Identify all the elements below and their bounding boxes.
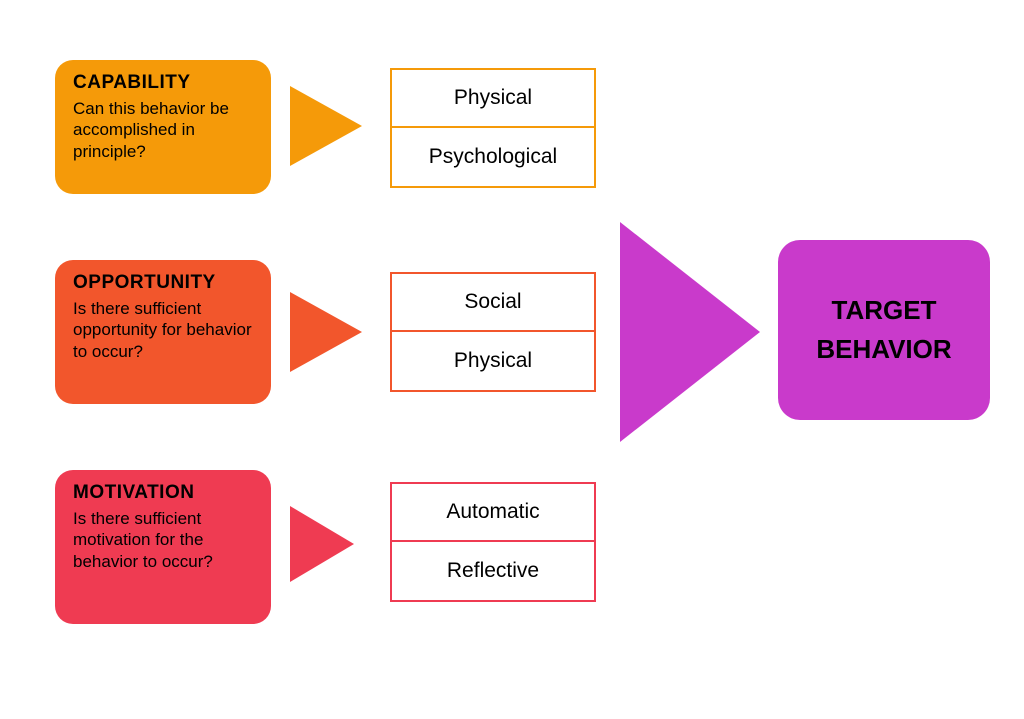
factor-arrow-opportunity <box>290 292 362 372</box>
sub-cell: Reflective <box>390 542 596 602</box>
arrow-icon <box>620 222 760 442</box>
sub-cell: Automatic <box>390 482 596 542</box>
arrow-icon <box>290 86 362 166</box>
big-arrow <box>620 222 760 442</box>
sub-cell: Physical <box>390 68 596 128</box>
factor-title: MOTIVATION <box>73 482 255 504</box>
target-behavior-card: TARGET BEHAVIOR <box>778 240 990 420</box>
target-label-line2: BEHAVIOR <box>816 334 951 365</box>
target-label-line1: TARGET <box>816 295 951 326</box>
factor-description: Is there sufficient motivation for the b… <box>73 508 255 572</box>
sub-cell: Social <box>390 272 596 332</box>
factor-arrow-capability <box>290 86 362 166</box>
sub-cell: Physical <box>390 332 596 392</box>
sub-box-motivation: Automatic Reflective <box>390 482 596 602</box>
diagram-canvas: CAPABILITY Can this behavior be accompli… <box>0 0 1024 719</box>
factor-card-motivation: MOTIVATION Is there sufficient motivatio… <box>55 470 271 624</box>
factor-description: Can this behavior be accomplished in pri… <box>73 98 255 162</box>
factor-card-capability: CAPABILITY Can this behavior be accompli… <box>55 60 271 194</box>
factor-card-opportunity: OPPORTUNITY Is there sufficient opportun… <box>55 260 271 404</box>
arrow-icon <box>290 506 354 582</box>
arrow-icon <box>290 292 362 372</box>
factor-arrow-motivation <box>290 506 354 582</box>
sub-box-capability: Physical Psychological <box>390 68 596 188</box>
target-label: TARGET BEHAVIOR <box>816 295 951 365</box>
sub-box-opportunity: Social Physical <box>390 272 596 392</box>
factor-title: OPPORTUNITY <box>73 272 255 294</box>
factor-title: CAPABILITY <box>73 72 255 94</box>
sub-cell: Psychological <box>390 128 596 188</box>
factor-description: Is there sufficient opportunity for beha… <box>73 298 255 362</box>
